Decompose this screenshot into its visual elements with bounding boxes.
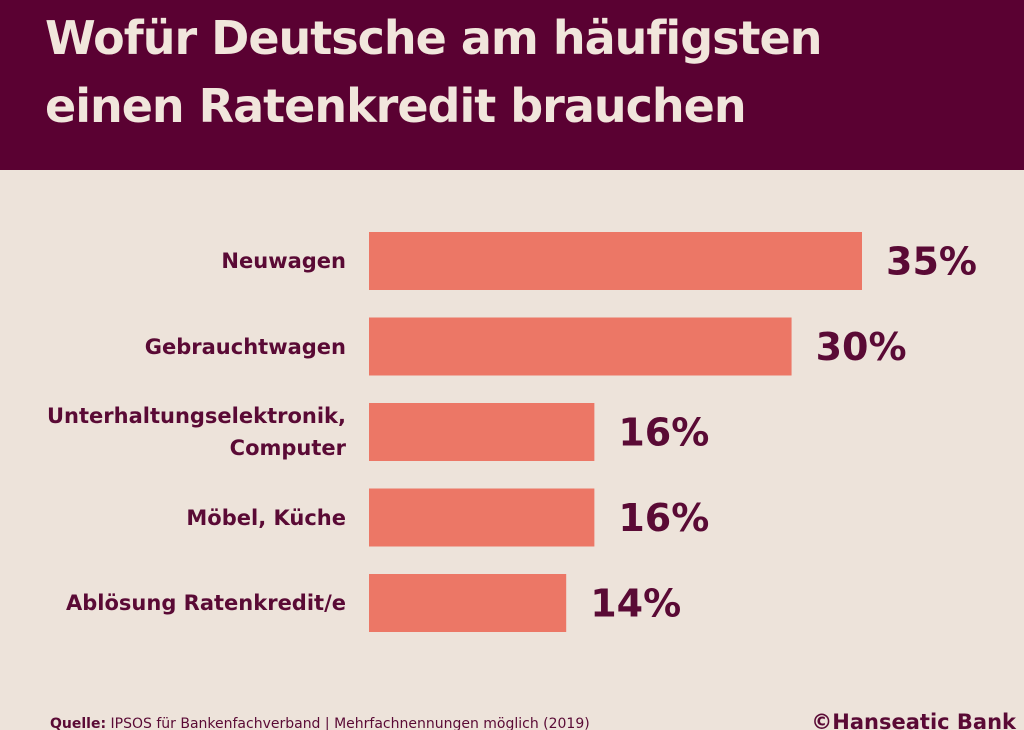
category-label: Möbel, Küche: [186, 505, 346, 530]
category-label: Neuwagen: [221, 249, 346, 273]
bar: [369, 403, 595, 461]
bar: [369, 232, 862, 290]
source-text: IPSOS für Bankenfachverband | Mehrfachne…: [110, 716, 590, 730]
bar: [369, 317, 792, 376]
value-label: 16%: [618, 411, 709, 455]
source: Quelle: IPSOS für Bankenfachverband | Me…: [50, 716, 590, 730]
bar: [369, 574, 567, 632]
category-label: Gebrauchtwagen: [144, 334, 346, 359]
category-label: Ablösung Ratenkredit/e: [66, 591, 346, 615]
bar: [369, 488, 595, 547]
source-label: Quelle:: [50, 716, 107, 730]
value-label: 16%: [618, 496, 709, 540]
value-label: 14%: [590, 582, 681, 626]
category-label: Unterhaltungselektronik, Computer: [47, 404, 346, 460]
header: Wofür Deutsche am häufigsten einen Raten…: [0, 0, 1024, 170]
value-label: 35%: [886, 240, 977, 284]
chart-title: Wofür Deutsche am häufigsten einen Raten…: [45, 11, 822, 133]
copyright: ©Hanseatic Bank: [811, 710, 1016, 730]
value-label: 30%: [816, 325, 907, 369]
